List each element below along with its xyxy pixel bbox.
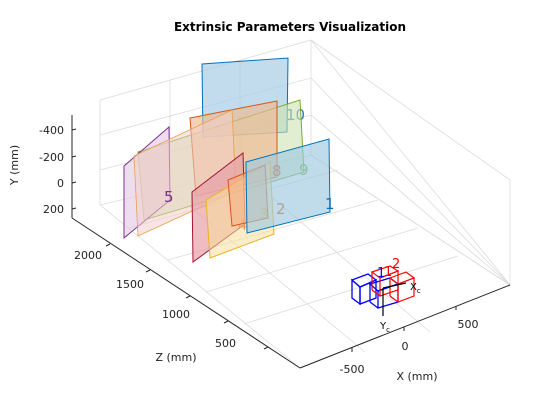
z-tick-mark — [263, 346, 269, 350]
camera-x-label: Xc — [410, 282, 421, 295]
y-tick-mark — [71, 155, 77, 158]
camera-1b-label: 1 — [384, 265, 392, 280]
y-tick-mark — [71, 207, 77, 210]
y-axis-label: Y (mm) — [8, 145, 21, 186]
grid-line — [310, 39, 511, 286]
grid-line — [99, 204, 301, 369]
grid-line — [205, 227, 419, 293]
z-tick-label: 1000 — [162, 308, 190, 321]
z-ticks: 500 1000 1500 2000 — [74, 243, 269, 350]
grid-line — [310, 39, 511, 181]
planes: 10 9 8 5 4 3 2 1 — [123, 57, 335, 263]
y-tick-label: -400 — [39, 124, 64, 137]
z-tick-label: 2000 — [74, 249, 102, 262]
plane-1-label: 1 — [325, 195, 335, 213]
x-axis-label: X (mm) — [396, 370, 437, 383]
y-tick-mark — [71, 181, 77, 184]
camera-1-label: 1 — [377, 266, 385, 281]
z-tick-mark — [105, 243, 111, 247]
camera-x-axis — [382, 282, 407, 289]
z-tick-mark — [185, 295, 191, 299]
z-axis-label: Z (mm) — [155, 351, 196, 364]
x-axis-line — [299, 284, 511, 369]
grid-line — [310, 77, 511, 286]
z-tick-label: 1500 — [116, 278, 144, 291]
axes — [71, 115, 511, 369]
y-tick-label: 200 — [43, 203, 64, 216]
grid-line — [310, 114, 511, 286]
x-tick-label: 0 — [402, 340, 409, 353]
grid-line — [243, 255, 459, 325]
x-tick-label: -500 — [340, 363, 365, 376]
camera-2 — [370, 265, 416, 303]
grid-line — [310, 154, 511, 286]
z-axis-line — [71, 217, 301, 369]
plane-1: 1 — [245, 138, 335, 234]
x-tick-label: 500 — [458, 318, 479, 331]
camera-y-label: Yc — [379, 321, 390, 334]
camera-frames: 1 1 2 Xc Yc — [350, 257, 421, 334]
z-tick-mark — [223, 320, 229, 324]
y-tick-mark — [71, 128, 77, 131]
camera-2-label: 2 — [392, 257, 400, 272]
y-ticks: -400 -200 0 200 — [39, 124, 77, 216]
z-tick-mark — [145, 269, 151, 273]
chart-title: Extrinsic Parameters Visualization — [174, 20, 406, 34]
z-tick-label: 500 — [215, 337, 236, 350]
plane-1-board — [245, 138, 331, 234]
plane-5-label: 5 — [164, 188, 174, 206]
y-tick-label: 0 — [57, 177, 64, 190]
y-tick-label: -200 — [39, 151, 64, 164]
x-ticks: -500 0 500 — [340, 306, 479, 376]
